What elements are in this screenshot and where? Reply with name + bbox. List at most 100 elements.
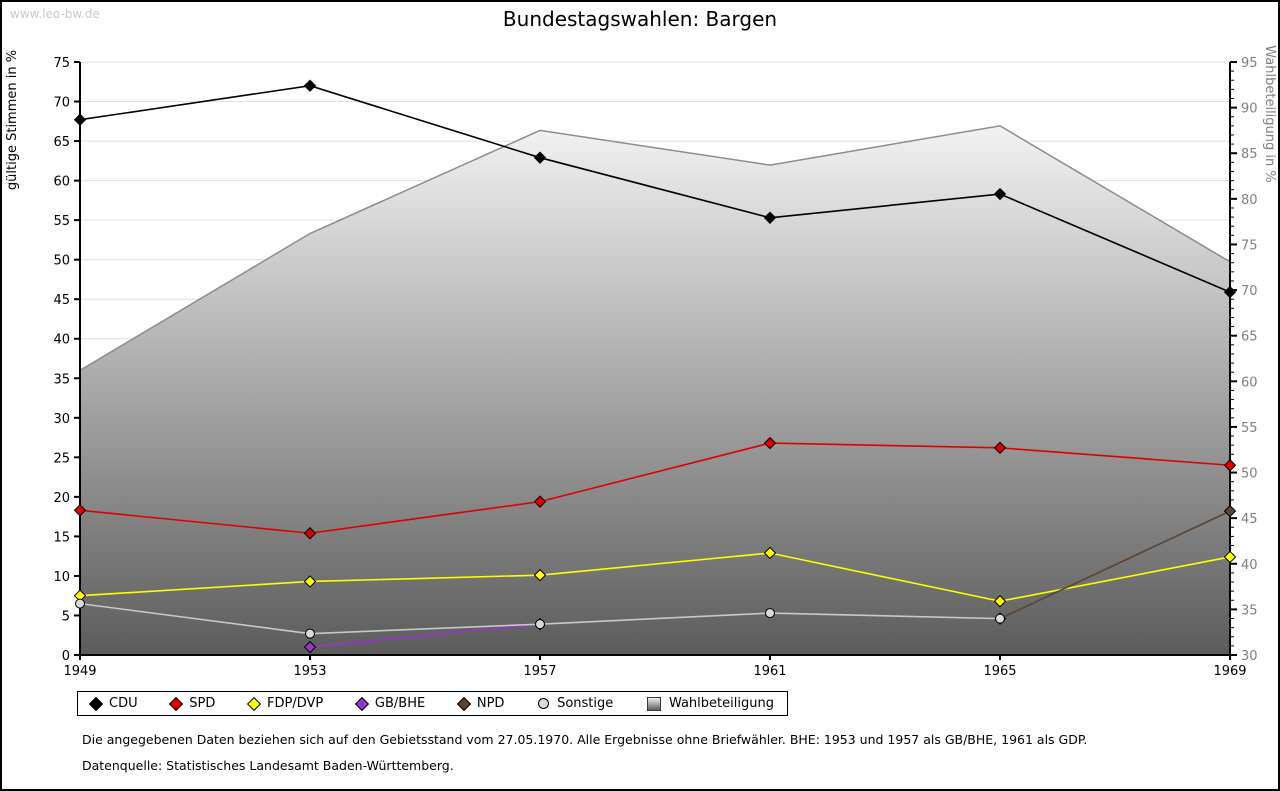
data-point-marker (1223, 459, 1237, 472)
legend-label: NPD (476, 696, 505, 711)
legend-label: CDU (109, 696, 138, 711)
series-line (79, 442, 1231, 535)
legend-label: SPD (189, 696, 216, 711)
right-axis-tick-label: 60 (1241, 375, 1258, 390)
legend-item-npd: NPD (456, 696, 505, 711)
series-line (79, 552, 1231, 603)
data-point-marker (533, 151, 547, 164)
legend-diamond-icon (354, 696, 369, 711)
data-point-marker (993, 187, 1007, 201)
legend-circle-icon (538, 698, 550, 709)
legend-item-fdp-dvp: FDP/DVP (246, 696, 324, 711)
left-axis-tick-label: 55 (53, 214, 70, 229)
data-point-marker (303, 79, 317, 92)
right-axis-tick-label: 75 (1241, 238, 1258, 253)
data-point-marker (533, 568, 547, 582)
legend-diamond-icon (88, 696, 104, 711)
data-point-marker (1223, 550, 1237, 564)
election-chart: 0 5 10 15 20 25 30 35 40 45 50 55 60 65 70 75 30 35 40 45 50… (5, 45, 1277, 679)
legend-item-gb-bhe: GB/BHE (354, 696, 426, 711)
legend-item-cdu: CDU (88, 696, 138, 711)
legend-item-wahlbeteiligung: Wahlbeteiligung (646, 696, 774, 711)
legend-diamond-icon (246, 696, 262, 711)
legend-label: Sonstige (557, 696, 614, 711)
data-point-marker (763, 211, 777, 224)
left-axis-tick-label: 75 (53, 56, 70, 71)
right-axis-tick-label: 30 (1241, 649, 1258, 664)
series-cdu (73, 79, 1237, 299)
data-point-marker (75, 598, 85, 609)
chart-legend: CDU SPD FDP/DVP GB/BHE NPD Sonstige Wahlbeteil… (77, 691, 788, 716)
series-line (999, 510, 1231, 620)
right-axis-tick-label: 95 (1241, 56, 1258, 71)
data-point-marker (765, 608, 775, 619)
right-axis-tick-label: 90 (1241, 102, 1258, 117)
left-axis-tick-label: 70 (53, 96, 70, 111)
left-axis-tick-label: 60 (53, 175, 70, 190)
data-point-marker (763, 436, 777, 450)
x-axis-tick-label: 1965 (983, 664, 1016, 679)
series-spd (73, 436, 1237, 540)
data-point-marker (303, 575, 317, 588)
right-axis-tick-label: 80 (1241, 193, 1258, 208)
right-axis-tick-label: 35 (1241, 603, 1258, 618)
data-point-marker (1223, 504, 1237, 518)
right-axis-tick-label: 50 (1241, 467, 1258, 482)
data-point-marker (993, 441, 1007, 455)
legend-label: Wahlbeteiligung (668, 696, 774, 711)
left-axis-tick-label: 15 (53, 530, 70, 545)
right-axis-title: Wahlbeteiligung in % (1262, 45, 1277, 182)
data-point-marker (535, 619, 545, 630)
data-point-marker (763, 546, 777, 560)
left-axis-title: gültige Stimmen in % (5, 50, 20, 190)
data-point-marker (995, 613, 1005, 624)
data-point-marker (73, 504, 87, 517)
area-wahlbeteiligung-outline (79, 125, 1231, 372)
footnote-datenquelle: Datenquelle: Statistisches Landesamt Bad… (82, 758, 454, 773)
right-axis-tick-label: 40 (1241, 558, 1258, 573)
data-point-marker (993, 595, 1007, 608)
left-axis-tick-label: 40 (53, 333, 70, 348)
series-line (309, 623, 541, 648)
legend-diamond-icon (456, 696, 471, 711)
area-wahlbeteiligung (80, 125, 1230, 655)
series-fdp-dvp (73, 546, 1237, 608)
data-point-marker (303, 527, 317, 540)
data-point-marker (305, 628, 315, 639)
left-axis-tick-label: 45 (53, 293, 70, 308)
x-axis-tick-label: 1957 (523, 664, 556, 679)
watermark: www.leo-bw.de (10, 7, 100, 21)
right-axis-tick-label: 85 (1241, 147, 1258, 162)
left-axis-tick-label: 30 (53, 412, 70, 427)
series-line (79, 84, 1231, 293)
x-axis-tick-label: 1953 (293, 664, 326, 679)
left-axis-tick-label: 35 (53, 372, 70, 387)
left-axis-tick-label: 5 (62, 609, 70, 624)
data-point-marker (73, 113, 87, 126)
data-point-marker (533, 495, 547, 508)
right-axis-tick-label: 45 (1241, 512, 1258, 527)
left-axis-tick-label: 50 (53, 254, 70, 269)
x-axis-tick-label: 1949 (63, 664, 96, 679)
data-point-marker (1223, 285, 1237, 299)
right-axis-tick-label: 70 (1241, 284, 1258, 299)
x-axis-tick-label: 1969 (1213, 664, 1246, 679)
data-point-marker (303, 640, 317, 654)
legend-label: FDP/DVP (267, 696, 324, 711)
page-title: Bundestagswahlen: Bargen (502, 7, 778, 31)
left-axis-tick-label: 20 (53, 491, 70, 506)
legend-label: GB/BHE (374, 696, 426, 711)
right-axis-tick-label: 65 (1241, 330, 1258, 345)
left-axis-tick-label: 10 (53, 570, 70, 585)
x-axis-tick-label: 1961 (753, 664, 786, 679)
right-axis-tick-label: 55 (1241, 421, 1258, 436)
left-axis-tick-label: 0 (62, 649, 70, 664)
legend-item-sonstige: Sonstige (538, 696, 613, 711)
left-axis-tick-label: 25 (53, 451, 70, 466)
series-sonstige (75, 598, 1005, 639)
legend-item-spd: SPD (169, 696, 216, 711)
legend-diamond-icon (169, 696, 184, 711)
legend-square-icon (646, 696, 661, 711)
left-axis-tick-label: 65 (53, 135, 70, 150)
